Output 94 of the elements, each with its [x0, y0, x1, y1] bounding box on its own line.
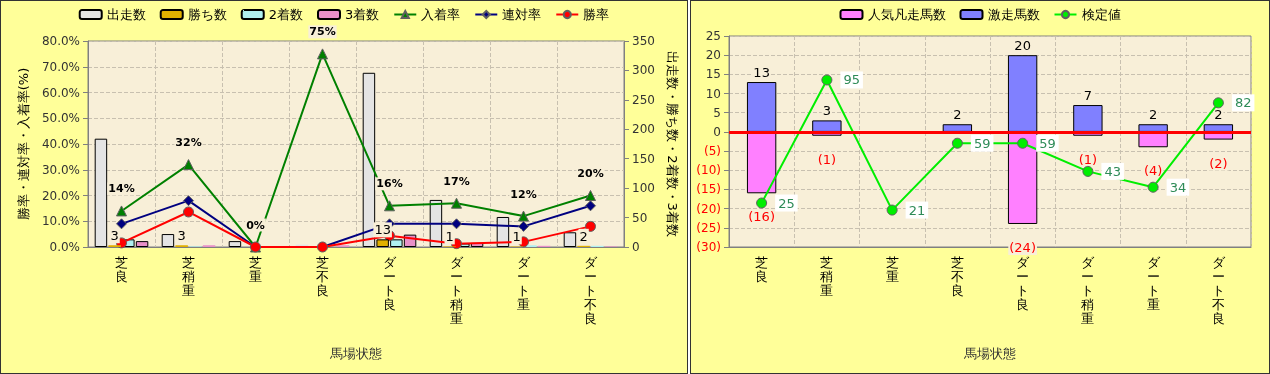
x-tick-label: ダート重: [1146, 254, 1161, 312]
legend-label: 勝率: [583, 7, 610, 22]
x-tick-label: 芝不良: [316, 254, 329, 298]
y-tick-label: 70.0%: [41, 59, 80, 74]
data-label: (1): [1078, 151, 1098, 167]
data-label: 3: [822, 103, 832, 119]
data-label: 2: [1148, 107, 1158, 123]
y-tick-label: (15): [696, 182, 721, 197]
y-tick-label: 30.0%: [41, 162, 80, 177]
x-tick-label: ダート良: [383, 254, 397, 312]
legend-label: 激走馬数: [987, 7, 1040, 22]
y-tick-label: (10): [696, 163, 721, 178]
data-label: 59: [1039, 135, 1056, 151]
data-label: 2: [1214, 107, 1223, 123]
data-label: 1: [512, 229, 521, 245]
data-label: (2): [1209, 155, 1228, 171]
y2-tick-label: 300: [632, 63, 655, 78]
y-tick-label: 10: [705, 86, 721, 101]
data-label: (16): [748, 209, 775, 225]
data-label: 7: [1083, 88, 1093, 104]
data-label: 3: [110, 228, 119, 244]
data-label: 43: [1104, 163, 1121, 179]
y-tick-label: 20.0%: [41, 188, 80, 203]
data-label: (4): [1143, 163, 1163, 179]
y2-tick-label: 350: [632, 34, 655, 48]
y2-axis-title: 出走数・勝ち数・2着数・3着数: [664, 51, 680, 237]
legend-label: 検定値: [1081, 7, 1121, 22]
x-tick-label: 芝稍重: [182, 254, 195, 298]
y-tick-label: 15: [705, 67, 721, 82]
y-tick-label: 20: [705, 48, 721, 63]
x-tick-label: ダート不良: [1211, 254, 1226, 326]
data-label: 2: [579, 228, 588, 244]
y-tick-label: 80.0%: [41, 34, 80, 48]
y2-tick-label: 100: [632, 181, 655, 196]
y-tick-label: 50.0%: [41, 111, 80, 126]
data-label: 95: [843, 72, 860, 88]
y-tick-label: 10.0%: [41, 214, 80, 229]
legend-label: 出走数: [106, 7, 146, 22]
data-label: (1): [817, 151, 837, 167]
y-tick-label: (5): [704, 144, 721, 159]
data-label: 17%: [443, 174, 470, 188]
data-label: 20%: [577, 167, 604, 180]
x-tick-label: 芝良: [755, 254, 769, 284]
y2-tick-label: 0: [632, 240, 640, 254]
y-tick-label: (25): [696, 220, 721, 235]
y-tick-label: 60.0%: [41, 85, 80, 100]
x-tick-label: ダート良: [1016, 254, 1031, 312]
x-tick-label: 芝重: [885, 254, 899, 284]
x-tick-label: 芝稍重: [820, 254, 834, 298]
y-axis-title: 勝率・連対率・入着率(%): [16, 67, 31, 221]
y-tick-label: 0.0%: [49, 240, 80, 254]
x-tick-label: ダート不良: [584, 254, 598, 326]
legend-label: 入着率: [421, 7, 461, 22]
data-label: 12%: [510, 187, 537, 201]
x-axis-title: 馬場状態: [329, 346, 382, 361]
y2-tick-label: 50: [632, 210, 648, 225]
x-tick-label: 芝不良: [950, 254, 964, 298]
data-label: 3: [177, 228, 186, 244]
x-tick-label: 芝重: [249, 254, 262, 284]
data-label: 14%: [108, 182, 135, 196]
y-tick-label: 25: [705, 29, 721, 43]
data-label: 75%: [309, 25, 336, 39]
data-label: 59: [973, 135, 991, 151]
data-label: 21: [908, 202, 926, 218]
legend-label: 勝ち数: [187, 7, 227, 22]
data-label: 82: [1234, 95, 1252, 111]
legend-label: 3着数: [345, 7, 380, 22]
data-label: 13: [753, 65, 770, 81]
y2-tick-label: 250: [632, 92, 655, 107]
x-tick-label: ダート稍重: [450, 254, 464, 326]
y-tick-label: 40.0%: [41, 137, 80, 151]
y2-tick-label: 200: [632, 122, 655, 137]
data-label: 1: [445, 229, 454, 245]
y-tick-label: 5: [713, 105, 721, 120]
data-label: 25: [778, 195, 795, 211]
legend-label: 連対率: [502, 7, 542, 22]
legend-label: 人気凡走馬数: [867, 7, 946, 22]
y-tick-label: (20): [696, 201, 721, 216]
y-tick-label: 0: [713, 124, 721, 139]
y2-tick-label: 150: [632, 151, 655, 166]
data-label: 16%: [376, 177, 403, 191]
data-label: (24): [1009, 239, 1036, 255]
data-label: 0%: [246, 218, 265, 232]
data-label: 13: [374, 222, 391, 238]
y-tick-label: (30): [696, 240, 721, 254]
data-label: 20: [1014, 38, 1031, 54]
x-axis-title: 馬場状態: [963, 346, 1016, 361]
data-label: 34: [1169, 179, 1187, 195]
legend-label: 2着数: [268, 7, 304, 22]
x-tick-label: ダート重: [517, 254, 531, 312]
x-tick-label: 芝良: [115, 254, 128, 284]
data-label: 32%: [175, 136, 202, 150]
x-tick-label: ダート稍重: [1081, 254, 1096, 326]
data-label: 2: [953, 107, 962, 123]
